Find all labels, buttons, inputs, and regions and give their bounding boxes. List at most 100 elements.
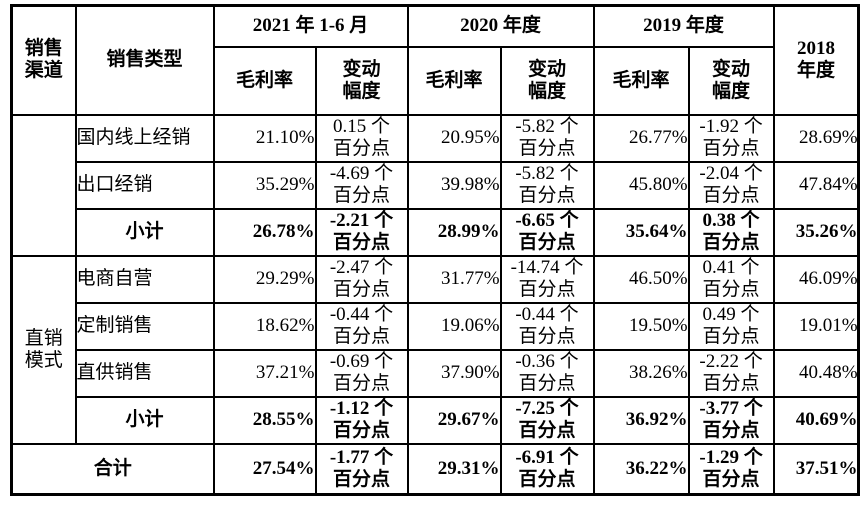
change-unit: 百分点 — [518, 232, 576, 254]
header-sales-type-label: 销售类型 — [106, 49, 183, 71]
header-sales-channel: 销售渠道 — [10, 4, 77, 116]
margin-cell: 29.29% — [212, 254, 317, 304]
header-change-2021: 变动幅度 — [314, 45, 409, 116]
change-cell: 0.38 个百分点 — [687, 207, 775, 257]
header-row-periods: 销售渠道 销售类型 2021 年 1-6 月 2020 年度 2019 年度 2… — [10, 4, 860, 116]
change-value: -1.92 个 — [699, 116, 763, 138]
margin-cell: 28.55% — [212, 395, 317, 445]
change-cell: -2.04 个百分点 — [687, 160, 775, 210]
gross-margin-table: 销售渠道 销售类型 2021 年 1-6 月 2020 年度 2019 年度 2… — [10, 4, 861, 497]
header-period-2020: 2020 年度 — [406, 4, 595, 48]
change-cell: -1.92 个百分点 — [687, 113, 775, 163]
change-cell: -4.69 个百分点 — [314, 160, 409, 210]
margin-cell: 40.48% — [772, 348, 860, 398]
type-cell: 电商自营 — [74, 254, 215, 304]
change-unit: 百分点 — [702, 468, 760, 490]
margin-cell: 46.50% — [592, 254, 690, 304]
table-row: 直销模式 电商自营 29.29% -2.47 个百分点 31.77% -14.7… — [10, 254, 860, 445]
change-unit: 百分点 — [518, 279, 576, 301]
total-row: 合计 27.54% -1.77 个百分点 29.31% -6.91 个百分点 3… — [10, 442, 860, 496]
channel-direct-sales-label: 直销模式 — [24, 327, 63, 371]
change-cell: -1.77 个百分点 — [314, 442, 409, 496]
change-unit: 百分点 — [702, 373, 760, 395]
change-cell: -3.77 个百分点 — [687, 395, 775, 445]
header-change-2020: 变动幅度 — [499, 45, 595, 116]
change-value: 0.38 个 — [702, 210, 760, 232]
change-cell: -1.29 个百分点 — [687, 442, 775, 496]
margin-cell: 31.77% — [406, 254, 502, 304]
margin-cell: 26.78% — [212, 207, 317, 257]
margin-cell: 20.95% — [406, 113, 502, 163]
change-unit: 百分点 — [333, 279, 391, 301]
header-period-2018-label: 2018 年度 — [797, 38, 836, 82]
change-unit: 百分点 — [518, 326, 576, 348]
margin-cell: 35.64% — [592, 207, 690, 257]
margin-cell: 19.50% — [592, 301, 690, 351]
header-gross-margin-2020: 毛利率 — [406, 45, 502, 116]
subtotal-row: 小计 26.78% -2.21 个百分点 28.99% -6.65 个百分点 3… — [12, 207, 860, 257]
change-unit: 百分点 — [333, 373, 391, 395]
change-value: -14.74 个 — [510, 257, 584, 279]
margin-cell: 28.99% — [406, 207, 502, 257]
change-value: -1.12 个 — [329, 398, 394, 420]
margin-cell: 18.62% — [212, 301, 317, 351]
change-unit: 百分点 — [518, 468, 576, 490]
header-row-metrics: 毛利率 变动幅度 毛利率 变动幅度 毛利率 变动幅度 毛利率 — [12, 45, 859, 116]
change-cell: -0.44 个百分点 — [499, 301, 595, 351]
margin-cell: 46.09% — [772, 254, 860, 304]
margin-cell: 47.84% — [772, 160, 860, 210]
change-cell: -14.74 个百分点 — [499, 254, 595, 304]
change-value: -6.65 个 — [515, 210, 579, 232]
table-row: 国内线上经销 21.10% 0.15 个百分点 20.95% -5.82 个百分… — [10, 113, 860, 257]
change-cell: -5.82 个百分点 — [499, 113, 595, 163]
change-cell: 0.41 个百分点 — [687, 254, 775, 304]
margin-cell: 19.01% — [772, 301, 860, 351]
margin-cell: 28.69% — [772, 113, 860, 163]
change-unit: 百分点 — [333, 420, 391, 442]
change-value: -2.04 个 — [699, 163, 763, 185]
margin-cell: 35.29% — [212, 160, 317, 210]
margin-cell: 29.31% — [406, 442, 502, 496]
change-unit: 百分点 — [518, 420, 576, 442]
margin-cell: 35.26% — [772, 207, 860, 257]
change-cell: -0.36 个百分点 — [499, 348, 595, 398]
header-period-2018: 2018 年度 — [772, 4, 860, 116]
total-label-cell: 合计 — [10, 442, 215, 496]
change-unit: 百分点 — [333, 138, 391, 160]
change-cell: -1.12 个百分点 — [314, 395, 409, 445]
change-value: -2.22 个 — [699, 351, 763, 373]
subtotal-row: 小计 28.55% -1.12 个百分点 29.67% -7.25 个百分点 3… — [12, 395, 860, 445]
change-value: -0.69 个 — [329, 351, 394, 373]
margin-cell: 26.77% — [592, 113, 690, 163]
change-unit: 百分点 — [702, 185, 760, 207]
header-change-2019: 变动幅度 — [687, 45, 775, 116]
change-unit: 百分点 — [518, 185, 576, 207]
change-unit: 百分点 — [702, 279, 760, 301]
subtotal-label-cell: 小计 — [74, 395, 215, 445]
change-unit: 百分点 — [333, 185, 391, 207]
change-unit: 百分点 — [333, 232, 391, 254]
header-change-2020-label: 变动幅度 — [528, 58, 567, 102]
change-value: 0.41 个 — [702, 257, 760, 279]
change-unit: 百分点 — [702, 232, 760, 254]
change-cell: -0.44 个百分点 — [314, 301, 409, 351]
change-unit: 百分点 — [702, 138, 760, 160]
channel-cell-empty — [10, 113, 77, 257]
change-cell: -2.47 个百分点 — [314, 254, 409, 304]
table-row: 出口经销 35.29% -4.69 个百分点 39.98% -5.82 个百分点… — [12, 160, 860, 210]
change-unit: 百分点 — [702, 326, 760, 348]
margin-cell: 29.67% — [406, 395, 502, 445]
change-value: -2.47 个 — [329, 257, 394, 279]
change-cell: 0.15 个百分点 — [314, 113, 409, 163]
change-cell: -5.82 个百分点 — [499, 160, 595, 210]
change-value: -5.82 个 — [515, 116, 579, 138]
change-value: -0.44 个 — [515, 304, 579, 326]
margin-cell: 37.21% — [212, 348, 317, 398]
margin-cell: 37.90% — [406, 348, 502, 398]
change-unit: 百分点 — [518, 373, 576, 395]
type-cell: 出口经销 — [74, 160, 215, 210]
change-unit: 百分点 — [702, 420, 760, 442]
header-sales-type: 销售类型 — [74, 4, 215, 116]
change-cell: -6.91 个百分点 — [499, 442, 595, 496]
